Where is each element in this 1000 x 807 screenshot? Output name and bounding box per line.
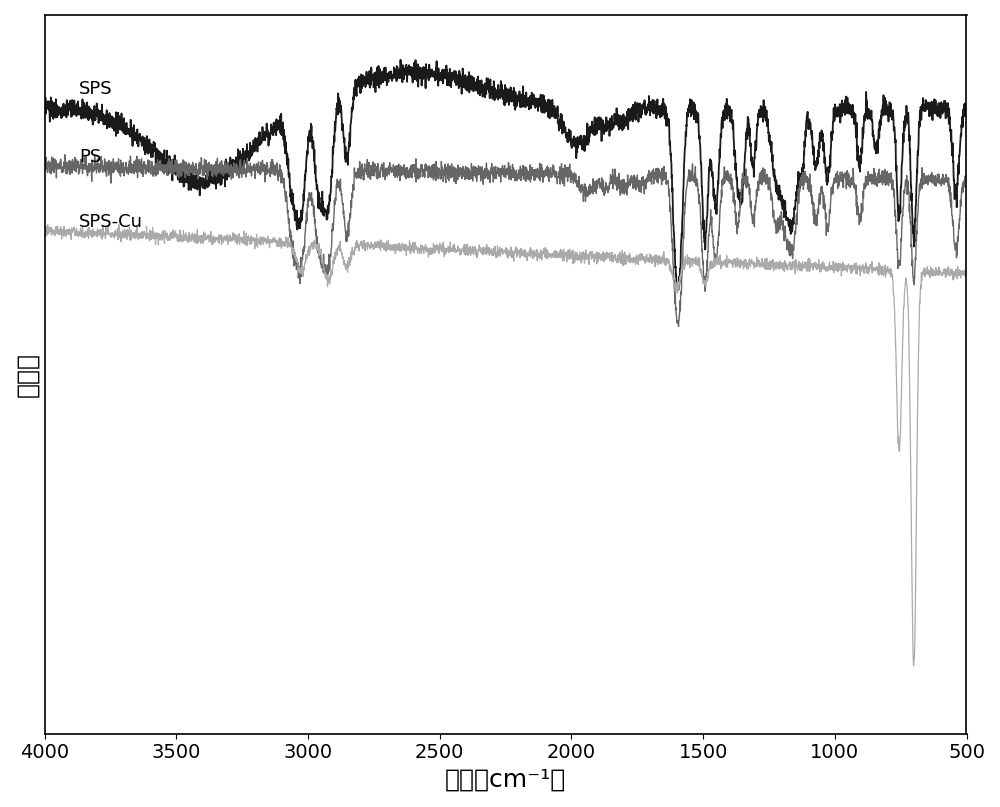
Text: PS: PS bbox=[79, 148, 101, 166]
Text: SPS-Cu: SPS-Cu bbox=[79, 212, 143, 231]
X-axis label: 波长（cm⁻¹）: 波长（cm⁻¹） bbox=[445, 768, 566, 792]
Text: SPS: SPS bbox=[79, 80, 112, 98]
Y-axis label: 透光度: 透光度 bbox=[15, 352, 39, 397]
